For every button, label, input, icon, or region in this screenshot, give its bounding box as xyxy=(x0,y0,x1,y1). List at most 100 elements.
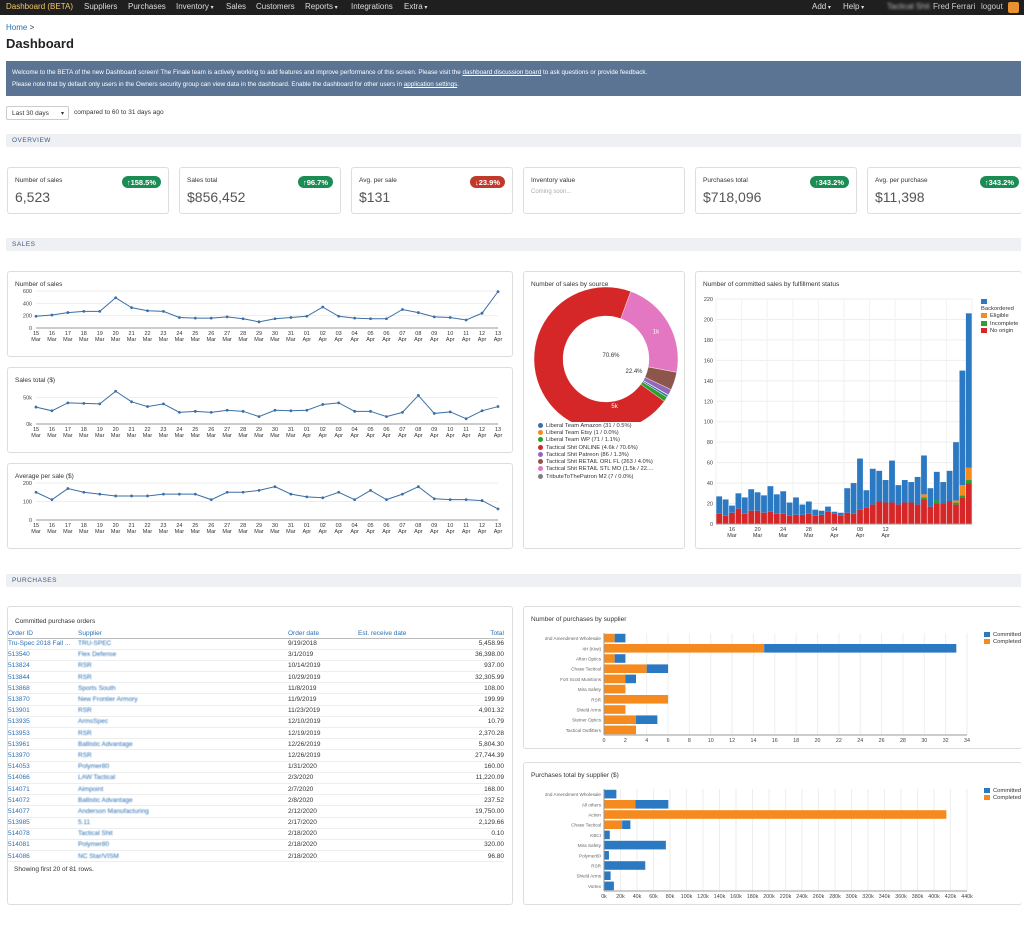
supplier-cell[interactable]: 5.11 xyxy=(78,817,288,829)
table-row[interactable]: 514086 NC Star/VISM 2/18/2020 96.80 xyxy=(8,850,504,863)
supplier-cell[interactable]: RSR xyxy=(78,749,288,762)
nav-account[interactable]: Tactical Shit xyxy=(887,2,930,11)
supplier-cell[interactable]: NC Star/VISM xyxy=(78,850,288,863)
order-id-cell[interactable]: 513961 xyxy=(8,738,78,751)
receive-date-cell xyxy=(358,850,448,863)
supplier-cell[interactable]: Ballistic Advantage xyxy=(78,794,288,807)
x-tick-label: 0k xyxy=(601,894,607,900)
supplier-cell[interactable]: LAW Tactical xyxy=(78,772,288,784)
table-row[interactable]: 513868 Sports South 11/8/2019 108.00 xyxy=(8,682,504,695)
table-row[interactable]: 514072 Ballistic Advantage 2/8/2020 237.52 xyxy=(8,794,504,807)
table-row[interactable]: 513961 Ballistic Advantage 12/26/2019 5,804… xyxy=(8,738,504,751)
order-id-cell[interactable]: 513935 xyxy=(8,716,78,729)
supplier-cell[interactable]: RSR xyxy=(78,660,288,673)
application-settings-link[interactable]: application settings xyxy=(403,81,458,88)
discussion-board-link[interactable]: dashboard discussion board xyxy=(462,69,542,76)
data-point xyxy=(98,402,102,406)
order-id-cell[interactable]: 514078 xyxy=(8,828,78,840)
date-range-select[interactable]: Last 30 days ▾ xyxy=(6,106,69,120)
supplier-cell[interactable]: ArmsSpec xyxy=(78,716,288,729)
col-est-receive-date[interactable]: Est. receive date xyxy=(358,629,448,639)
table-row[interactable]: 513985 5.11 2/17/2020 2,129.66 xyxy=(8,817,504,829)
order-id-cell[interactable]: 514071 xyxy=(8,783,78,796)
order-id-cell[interactable]: 514072 xyxy=(8,794,78,807)
supplier-cell[interactable]: Tactical Shit xyxy=(78,828,288,840)
order-id-cell[interactable]: 513970 xyxy=(8,749,78,762)
table-row[interactable]: 513540 Flex Defense 3/1/2019 36,398.00 xyxy=(8,649,504,661)
supplier-cell[interactable]: RSR xyxy=(78,727,288,740)
table-row[interactable]: 513970 RSR 12/26/2019 27,744.39 xyxy=(8,749,504,762)
order-id-cell[interactable]: Tru-Spec 2018 Fall ... xyxy=(8,638,78,650)
supplier-cell[interactable]: Sports South xyxy=(78,682,288,695)
nav-purchases[interactable]: Purchases xyxy=(128,2,166,11)
nav-reports[interactable]: Reports xyxy=(305,2,338,11)
order-id-cell[interactable]: 514081 xyxy=(8,839,78,852)
table-row[interactable]: 514053 Polymer80 1/31/2020 160.00 xyxy=(8,761,504,773)
table-row[interactable]: 513870 New Frontier Armory 11/9/2019 199.99 xyxy=(8,693,504,706)
bar-segment xyxy=(793,497,799,515)
order-id-cell[interactable]: 513985 xyxy=(8,817,78,829)
order-id-cell[interactable]: 513868 xyxy=(8,682,78,695)
supplier-cell[interactable]: Flex Defense xyxy=(78,649,288,661)
table-row[interactable]: 514066 LAW Tactical 2/3/2020 11,220.09 xyxy=(8,772,504,784)
category-label: Shield Arms xyxy=(576,708,601,713)
bar-segment xyxy=(729,512,735,524)
supplier-cell[interactable]: RSR xyxy=(78,705,288,717)
nav-integrations[interactable]: Integrations xyxy=(351,2,393,11)
x-tick-label: 40k xyxy=(633,894,642,900)
supplier-cell[interactable]: Polymer80 xyxy=(78,839,288,852)
data-point xyxy=(50,409,54,413)
table-row[interactable]: 514077 Anderson Manufacturing 2/12/2020 19,… xyxy=(8,805,504,818)
nav-sales[interactable]: Sales xyxy=(226,2,247,11)
col-order-date[interactable]: Order date xyxy=(288,629,358,639)
bar-segment xyxy=(754,510,761,524)
col-supplier[interactable]: Supplier xyxy=(78,629,288,639)
nav-inventory[interactable]: Inventory xyxy=(176,2,214,11)
table-row[interactable]: 513901 RSR 11/23/2019 4,901.32 xyxy=(8,705,504,717)
col-total[interactable]: Total xyxy=(448,629,504,639)
supplier-cell[interactable]: Ballistic Advantage xyxy=(78,738,288,751)
bar-segment xyxy=(895,485,902,505)
table-row[interactable]: Tru-Spec 2018 Fall ... TRU-SPEC 9/19/2018 5… xyxy=(8,638,504,650)
nav-suppliers[interactable]: Suppliers xyxy=(84,2,118,11)
order-id-cell[interactable]: 513870 xyxy=(8,693,78,706)
supplier-cell[interactable]: TRU-SPEC xyxy=(78,638,288,650)
breadcrumb-home[interactable]: Home xyxy=(6,23,28,32)
x-tick-label: 24 xyxy=(176,427,182,433)
table-row[interactable]: 514078 Tactical Shit 2/18/2020 0.10 xyxy=(8,828,504,840)
x-tick-label: 13 xyxy=(495,523,501,529)
supplier-cell[interactable]: New Frontier Armory xyxy=(78,693,288,706)
order-id-cell[interactable]: 513953 xyxy=(8,727,78,740)
supplier-cell[interactable]: RSR xyxy=(78,671,288,684)
supplier-cell[interactable]: Polymer80 xyxy=(78,761,288,773)
order-id-cell[interactable]: 514077 xyxy=(8,805,78,818)
nav-add[interactable]: Add xyxy=(812,2,831,11)
order-id-cell[interactable]: 513901 xyxy=(8,705,78,717)
table-row[interactable]: 513844 RSR 10/29/2019 32,305.99 xyxy=(8,671,504,684)
nav-customers[interactable]: Customers xyxy=(256,2,295,11)
order-id-cell[interactable]: 513844 xyxy=(8,671,78,684)
nav-user[interactable]: Fred Ferrari xyxy=(933,2,976,11)
nav-logout[interactable]: logout xyxy=(981,2,1003,11)
order-id-cell[interactable]: 514053 xyxy=(8,761,78,773)
table-row[interactable]: 513824 RSR 10/14/2019 937.00 xyxy=(8,660,504,673)
metric-change-badge: ↑343.2% xyxy=(979,176,1019,188)
table-row[interactable]: 514071 Aimpoint 2/7/2020 168.00 xyxy=(8,783,504,796)
table-row[interactable]: 513953 RSR 12/19/2019 2,370.28 xyxy=(8,727,504,740)
col-order-id[interactable]: Order ID xyxy=(8,629,78,639)
order-id-cell[interactable]: 514066 xyxy=(8,772,78,784)
order-id-cell[interactable]: 513824 xyxy=(8,660,78,673)
table-row[interactable]: 514081 Polymer80 2/18/2020 320.00 xyxy=(8,839,504,852)
order-id-cell[interactable]: 514086 xyxy=(8,850,78,863)
nav-extra[interactable]: Extra xyxy=(404,2,427,11)
supplier-cell[interactable]: Anderson Manufacturing xyxy=(78,805,288,818)
x-tick-label: 440k xyxy=(961,894,973,900)
x-tick-month: Apr xyxy=(494,337,503,343)
table-row[interactable]: 513935 ArmsSpec 12/10/2019 10.79 xyxy=(8,716,504,729)
order-id-cell[interactable]: 513540 xyxy=(8,649,78,661)
bar-segment xyxy=(882,502,889,524)
supplier-cell[interactable]: Aimpoint xyxy=(78,783,288,796)
settings-icon[interactable] xyxy=(1008,2,1019,13)
nav-help[interactable]: Help xyxy=(843,2,864,11)
nav-dashboard[interactable]: Dashboard (BETA) xyxy=(6,2,73,11)
